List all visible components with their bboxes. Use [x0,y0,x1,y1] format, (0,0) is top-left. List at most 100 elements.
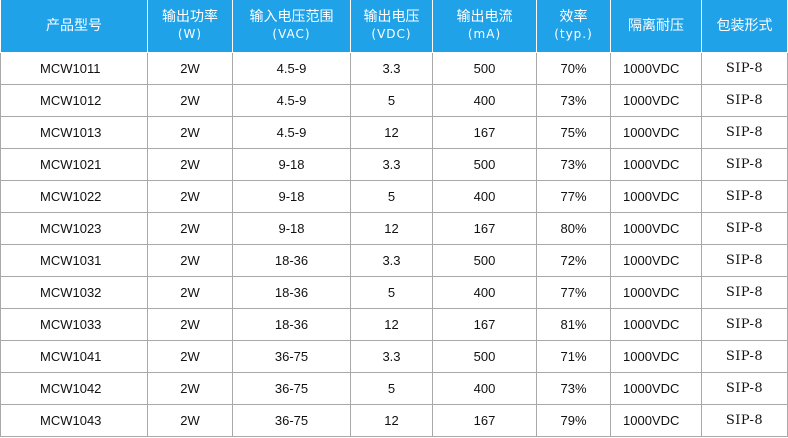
table-row: MCW1033 2W 18-36 12 167 81% 1000VDC SIP-8 [0,308,788,341]
header-efficiency: 效率 (typ.) [536,0,611,53]
cell-isolation: 1000VDC [610,308,702,341]
cell-input-voltage: 9-18 [232,212,351,245]
cell-output-current: 500 [432,340,537,373]
table-row: MCW1023 2W 9-18 12 167 80% 1000VDC SIP-8 [0,212,788,245]
cell-input-voltage: 18-36 [232,244,351,277]
cell-model: MCW1023 [0,212,148,245]
table-row: MCW1022 2W 9-18 5 400 77% 1000VDC SIP-8 [0,180,788,213]
cell-model: MCW1041 [0,340,148,373]
cell-isolation: 1000VDC [610,404,702,437]
cell-isolation: 1000VDC [610,180,702,213]
header-unit: (VAC) [272,27,311,41]
cell-model: MCW1032 [0,276,148,309]
cell-package: SIP-8 [701,244,788,277]
cell-model: MCW1012 [0,84,148,117]
cell-efficiency: 77% [536,276,611,309]
cell-isolation: 1000VDC [610,84,702,117]
header-label: 输出电流 [456,9,513,25]
header-isolation: 隔离耐压 [610,0,702,53]
table-row: MCW1043 2W 36-75 12 167 79% 1000VDC SIP-8 [0,404,788,437]
cell-model: MCW1033 [0,308,148,341]
cell-output-power: 2W [147,180,233,213]
table-row: MCW1021 2W 9-18 3.3 500 73% 1000VDC SIP-8 [0,148,788,181]
cell-input-voltage: 4.5-9 [232,52,351,85]
cell-output-power: 2W [147,84,233,117]
cell-output-current: 167 [432,308,537,341]
cell-package: SIP-8 [701,340,788,373]
table-row: MCW1041 2W 36-75 3.3 500 71% 1000VDC SIP-8 [0,340,788,373]
cell-output-voltage: 12 [350,308,433,341]
cell-output-current: 500 [432,244,537,277]
cell-output-voltage: 3.3 [350,340,433,373]
cell-output-current: 500 [432,148,537,181]
cell-output-voltage: 5 [350,84,433,117]
cell-output-voltage: 12 [350,116,433,149]
table-row: MCW1013 2W 4.5-9 12 167 75% 1000VDC SIP-8 [0,116,788,149]
header-output-voltage: 输出电压 (VDC) [350,0,433,53]
header-package: 包装形式 [701,0,788,53]
cell-output-voltage: 3.3 [350,52,433,85]
table-body: MCW1011 2W 4.5-9 3.3 500 70% 1000VDC SIP-8 MCW10… [0,52,788,437]
header-label: 隔离耐压 [628,17,684,34]
cell-efficiency: 75% [536,116,611,149]
header-output-current: 输出电流 (mA) [432,0,537,53]
table-row: MCW1042 2W 36-75 5 400 73% 1000VDC SIP-8 [0,372,788,405]
cell-model: MCW1043 [0,404,148,437]
header-output-power: 输出功率 (W) [147,0,233,53]
cell-input-voltage: 18-36 [232,308,351,341]
cell-model: MCW1022 [0,180,148,213]
table-header: 产品型号 输出功率 (W) 输入电压范围 (VAC) 输出电压 (VDC) 输出电流 (… [0,0,788,53]
cell-input-voltage: 36-75 [232,404,351,437]
cell-output-voltage: 5 [350,276,433,309]
cell-output-voltage: 3.3 [350,148,433,181]
cell-package: SIP-8 [701,276,788,309]
cell-output-voltage: 5 [350,372,433,405]
cell-package: SIP-8 [701,308,788,341]
cell-output-power: 2W [147,276,233,309]
cell-model: MCW1042 [0,372,148,405]
cell-efficiency: 72% [536,244,611,277]
cell-package: SIP-8 [701,212,788,245]
cell-input-voltage: 4.5-9 [232,84,351,117]
header-label: 输出功率 [162,9,218,25]
header-label: 包装形式 [716,17,773,34]
cell-output-power: 2W [147,148,233,181]
cell-isolation: 1000VDC [610,212,702,245]
cell-input-voltage: 9-18 [232,148,351,181]
header-unit: (W) [177,27,203,41]
cell-output-current: 167 [432,404,537,437]
cell-package: SIP-8 [701,372,788,405]
cell-output-current: 500 [432,52,537,85]
cell-efficiency: 73% [536,372,611,405]
cell-output-power: 2W [147,244,233,277]
header-unit: (mA) [467,27,502,41]
cell-model: MCW1011 [0,52,148,85]
table-row: MCW1032 2W 18-36 5 400 77% 1000VDC SIP-8 [0,276,788,309]
cell-package: SIP-8 [701,148,788,181]
header-unit: (VDC) [371,27,412,41]
header-label: 效率 [559,9,588,25]
header-label: 输出电压 [363,9,420,25]
header-model: 产品型号 [0,0,148,53]
cell-package: SIP-8 [701,180,788,213]
cell-isolation: 1000VDC [610,276,702,309]
cell-output-current: 400 [432,276,537,309]
cell-efficiency: 71% [536,340,611,373]
cell-model: MCW1031 [0,244,148,277]
cell-package: SIP-8 [701,404,788,437]
cell-input-voltage: 36-75 [232,372,351,405]
cell-isolation: 1000VDC [610,52,702,85]
cell-isolation: 1000VDC [610,372,702,405]
cell-output-voltage: 12 [350,404,433,437]
cell-input-voltage: 9-18 [232,180,351,213]
cell-input-voltage: 18-36 [232,276,351,309]
cell-output-voltage: 3.3 [350,244,433,277]
cell-output-voltage: 5 [350,180,433,213]
cell-isolation: 1000VDC [610,340,702,373]
header-input-voltage: 输入电压范围 (VAC) [232,0,351,53]
cell-output-power: 2W [147,52,233,85]
cell-efficiency: 77% [536,180,611,213]
cell-efficiency: 81% [536,308,611,341]
